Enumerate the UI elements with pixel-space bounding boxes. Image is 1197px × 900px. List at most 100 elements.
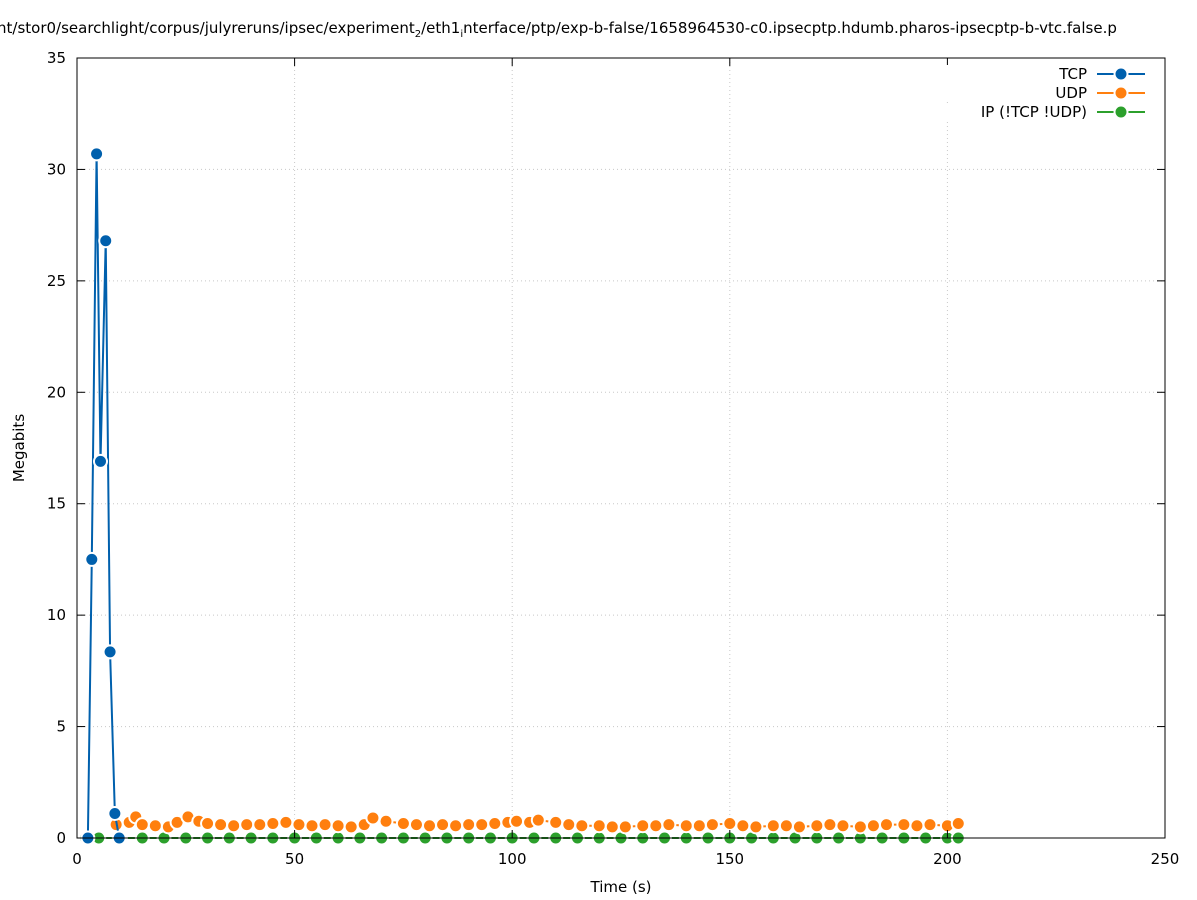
data-point (252, 817, 268, 833)
y-tick-label: 25 (47, 272, 66, 290)
data-point (791, 819, 807, 835)
x-axis-label: Time (s) (590, 878, 652, 896)
data-point (365, 810, 381, 826)
data-point (561, 817, 577, 833)
legend-marker (1113, 104, 1129, 120)
title-text: nt/stor0/searchlight/corpus/julyreruns/i… (0, 19, 415, 37)
data-point (635, 818, 651, 834)
title-text: /eth1 (421, 19, 461, 37)
data-point (265, 816, 281, 832)
data-point (98, 233, 114, 249)
data-point (604, 819, 620, 835)
data-point (765, 818, 781, 834)
data-point (487, 816, 503, 832)
y-tick-label: 15 (47, 495, 66, 513)
data-point (89, 146, 105, 162)
y-tick-label: 5 (56, 718, 66, 736)
legend-label: TCP (1058, 65, 1087, 83)
legend-marker (1113, 85, 1129, 101)
data-point (748, 819, 764, 835)
data-point (661, 817, 677, 833)
data-point (809, 818, 825, 834)
y-tick-label: 35 (47, 49, 66, 67)
data-point (395, 816, 411, 832)
data-point (896, 817, 912, 833)
data-point (835, 818, 851, 834)
data-point (878, 817, 894, 833)
data-point (922, 817, 938, 833)
data-point (678, 818, 694, 834)
data-point (722, 816, 738, 832)
data-point (378, 813, 394, 829)
legend-bg (940, 103, 1145, 121)
data-point (408, 817, 424, 833)
data-point (448, 818, 464, 834)
legend-bg (940, 84, 1145, 102)
y-tick-label: 10 (47, 606, 66, 624)
data-point (226, 818, 242, 834)
data-point (909, 818, 925, 834)
data-point (304, 818, 320, 834)
data-point (865, 818, 881, 834)
series-line (86, 153, 121, 839)
title-subscript: 2 (414, 29, 422, 40)
data-point (548, 814, 564, 830)
data-point (691, 818, 707, 834)
data-point (213, 817, 229, 833)
chart-title: nt/stor0/searchlight/corpus/julyreruns/i… (0, 19, 1117, 40)
data-point (84, 551, 100, 567)
data-point (822, 817, 838, 833)
data-point (474, 817, 490, 833)
title-text: nterface/ptp/exp-b-false/1658964530-c0.i… (463, 19, 1117, 37)
ticks: 0 50 100 150 200 250 0 5 10 15 20 25 30 35 (47, 49, 1179, 868)
data-point (239, 817, 255, 833)
x-tick-label: 200 (933, 850, 962, 868)
data-point (278, 814, 294, 830)
series-1 (108, 809, 966, 835)
data-point (461, 817, 477, 833)
y-tick-label: 20 (47, 383, 66, 401)
legend-bg (940, 65, 1145, 83)
data-point (617, 819, 633, 835)
data-point (530, 812, 546, 828)
data-point (509, 813, 525, 829)
data-point (735, 818, 751, 834)
title-subscript: i (460, 29, 464, 40)
y-tick-label: 30 (47, 160, 66, 178)
data-point (778, 818, 794, 834)
x-tick-label: 0 (72, 850, 82, 868)
legend-marker (1113, 66, 1129, 82)
data-point (435, 817, 451, 833)
data-point (107, 805, 123, 821)
x-tick-label: 50 (285, 850, 304, 868)
data-point (330, 818, 346, 834)
data-point (591, 818, 607, 834)
y-axis-label: Megabits (10, 414, 28, 482)
data-point (422, 818, 438, 834)
grid (77, 58, 1165, 838)
data-point (317, 817, 333, 833)
data-point (852, 819, 868, 835)
data-point (648, 818, 664, 834)
data-point (950, 816, 966, 832)
data-point (343, 819, 359, 835)
legend-label: UDP (1055, 84, 1087, 102)
x-tick-label: 100 (498, 850, 527, 868)
series-0 (80, 146, 127, 846)
data-point (704, 817, 720, 833)
data-point (147, 818, 163, 834)
data-point (102, 644, 118, 660)
y-tick-label: 0 (56, 829, 66, 847)
x-tick-label: 250 (1151, 850, 1180, 868)
data-point (574, 818, 590, 834)
data-point (291, 817, 307, 833)
series-layer (78, 146, 966, 846)
plot-border (76, 57, 1166, 839)
x-tick-label: 150 (715, 850, 744, 868)
data-point (200, 816, 216, 832)
data-point (134, 817, 150, 833)
legend-label: IP (!TCP !UDP) (981, 103, 1087, 121)
data-point (93, 453, 109, 469)
